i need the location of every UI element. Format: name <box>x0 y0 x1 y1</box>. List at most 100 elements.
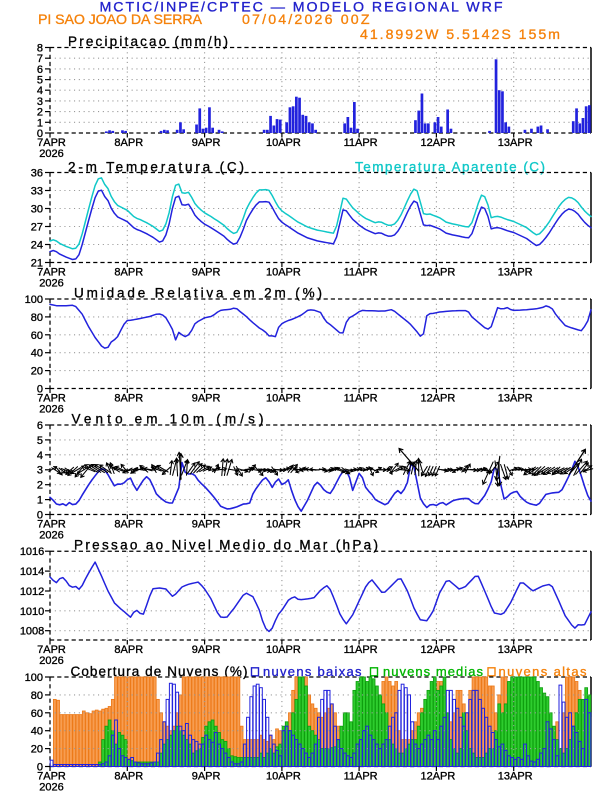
svg-text:0: 0 <box>37 762 43 774</box>
svg-text:0: 0 <box>37 128 43 140</box>
svg-text:12APR: 12APR <box>420 267 455 279</box>
svg-text:10APR: 10APR <box>266 771 301 783</box>
svg-text:9APR: 9APR <box>192 644 221 656</box>
svg-text:7APR: 7APR <box>37 519 66 531</box>
svg-text:MCTIC/INPE/CPTEC — MODELO REGI: MCTIC/INPE/CPTEC — MODELO REGIONAL WRF <box>100 0 503 16</box>
svg-text:24: 24 <box>31 240 43 252</box>
svg-text:8APR: 8APR <box>114 393 143 405</box>
svg-text:7APR: 7APR <box>37 771 66 783</box>
svg-text:20: 20 <box>31 366 43 378</box>
svg-text:9APR: 9APR <box>192 771 221 783</box>
svg-text:7APR: 7APR <box>37 393 66 405</box>
svg-text:33: 33 <box>31 186 43 198</box>
svg-text:13APR: 13APR <box>498 137 533 149</box>
svg-text:13APR: 13APR <box>498 267 533 279</box>
svg-text:1: 1 <box>37 495 43 507</box>
svg-text:4: 4 <box>37 85 43 97</box>
svg-text:27: 27 <box>31 222 43 234</box>
svg-text:13APR: 13APR <box>498 519 533 531</box>
svg-text:11APR: 11APR <box>344 393 378 405</box>
svg-text:PI SAO JOAO DA SERRA: PI SAO JOAO DA SERRA <box>38 12 203 28</box>
svg-text:20: 20 <box>31 744 43 756</box>
svg-text:12APR: 12APR <box>420 393 455 405</box>
svg-text:100: 100 <box>25 672 43 684</box>
svg-text:40: 40 <box>31 348 43 360</box>
svg-text:8APR: 8APR <box>114 137 143 149</box>
svg-text:Precipitacao (mm/h): Precipitacao (mm/h) <box>68 34 228 49</box>
svg-text:Temperatura Aparente (C): Temperatura Aparente (C) <box>355 160 545 175</box>
svg-text:1016: 1016 <box>20 546 44 558</box>
svg-text:9APR: 9APR <box>192 267 221 279</box>
svg-text:2: 2 <box>37 107 43 119</box>
svg-text:10APR: 10APR <box>266 644 301 656</box>
svg-text:nuvens baixas: nuvens baixas <box>263 664 362 679</box>
svg-text:10APR: 10APR <box>266 267 301 279</box>
svg-text:12APR: 12APR <box>420 519 455 531</box>
svg-text:2: 2 <box>37 480 43 492</box>
svg-text:12APR: 12APR <box>420 771 455 783</box>
svg-text:6: 6 <box>37 64 43 76</box>
svg-text:0: 0 <box>37 510 43 522</box>
svg-text:1012: 1012 <box>20 586 44 598</box>
svg-text:80: 80 <box>31 690 43 702</box>
svg-text:10APR: 10APR <box>266 519 301 531</box>
svg-text:8APR: 8APR <box>114 771 143 783</box>
svg-text:7: 7 <box>37 53 43 65</box>
svg-text:7APR: 7APR <box>37 137 66 149</box>
svg-text:36: 36 <box>31 168 43 180</box>
svg-text:8APR: 8APR <box>114 267 143 279</box>
svg-text:12APR: 12APR <box>420 644 455 656</box>
svg-text:2026: 2026 <box>39 404 63 416</box>
svg-text:2026: 2026 <box>39 782 63 792</box>
svg-text:3: 3 <box>37 96 43 108</box>
svg-text:13APR: 13APR <box>498 393 533 405</box>
svg-text:9APR: 9APR <box>192 519 221 531</box>
svg-text:Cobertura de Nuvens (%): Cobertura de Nuvens (%) <box>71 664 248 679</box>
svg-text:07/04/2026 00Z: 07/04/2026 00Z <box>242 12 370 28</box>
svg-text:10APR: 10APR <box>266 137 301 149</box>
svg-text:11APR: 11APR <box>344 137 378 149</box>
svg-text:2026: 2026 <box>39 655 63 667</box>
svg-text:30: 30 <box>31 204 43 216</box>
svg-text:4: 4 <box>37 450 43 462</box>
svg-text:9APR: 9APR <box>192 137 221 149</box>
svg-text:21: 21 <box>31 258 43 270</box>
svg-text:6: 6 <box>37 420 43 432</box>
svg-text:1008: 1008 <box>20 626 44 638</box>
svg-text:11APR: 11APR <box>344 771 378 783</box>
svg-text:2026: 2026 <box>39 148 63 160</box>
svg-text:10APR: 10APR <box>266 393 301 405</box>
svg-text:8: 8 <box>37 43 43 55</box>
svg-text:7APR: 7APR <box>37 644 66 656</box>
svg-text:13APR: 13APR <box>498 771 533 783</box>
svg-text:nuvens medias: nuvens medias <box>383 664 484 679</box>
svg-text:5: 5 <box>37 435 43 447</box>
svg-text:40: 40 <box>31 726 43 738</box>
svg-text:1010: 1010 <box>20 606 44 618</box>
svg-text:Vento em 10m (m/s): Vento em 10m (m/s) <box>72 412 264 427</box>
svg-text:12APR: 12APR <box>420 137 455 149</box>
svg-text:8APR: 8APR <box>114 519 143 531</box>
svg-text:11APR: 11APR <box>344 267 378 279</box>
svg-text:9APR: 9APR <box>192 393 221 405</box>
svg-text:1014: 1014 <box>20 566 44 578</box>
svg-text:80: 80 <box>31 312 43 324</box>
svg-text:7APR: 7APR <box>37 267 66 279</box>
svg-text:13APR: 13APR <box>498 644 533 656</box>
svg-text:3: 3 <box>37 465 43 477</box>
svg-text:41.8992W 5.5142S 155m: 41.8992W 5.5142S 155m <box>360 27 560 43</box>
svg-text:8APR: 8APR <box>114 644 143 656</box>
svg-text:Umidade Relativa em 2m (%): Umidade Relativa em 2m (%) <box>74 286 322 301</box>
svg-text:nuvens altas: nuvens altas <box>499 664 588 679</box>
svg-text:2026: 2026 <box>39 530 63 542</box>
svg-text:2026: 2026 <box>39 278 63 290</box>
svg-text:60: 60 <box>31 330 43 342</box>
svg-text:Pressao ao Nivel Medio do Mar: Pressao ao Nivel Medio do Mar (hPa) <box>74 538 378 553</box>
svg-text:1: 1 <box>37 117 43 129</box>
svg-text:5: 5 <box>37 75 43 87</box>
svg-text:100: 100 <box>25 294 43 306</box>
svg-text:60: 60 <box>31 708 43 720</box>
svg-text:11APR: 11APR <box>344 519 378 531</box>
svg-text:0: 0 <box>37 384 43 396</box>
svg-text:11APR: 11APR <box>344 644 378 656</box>
